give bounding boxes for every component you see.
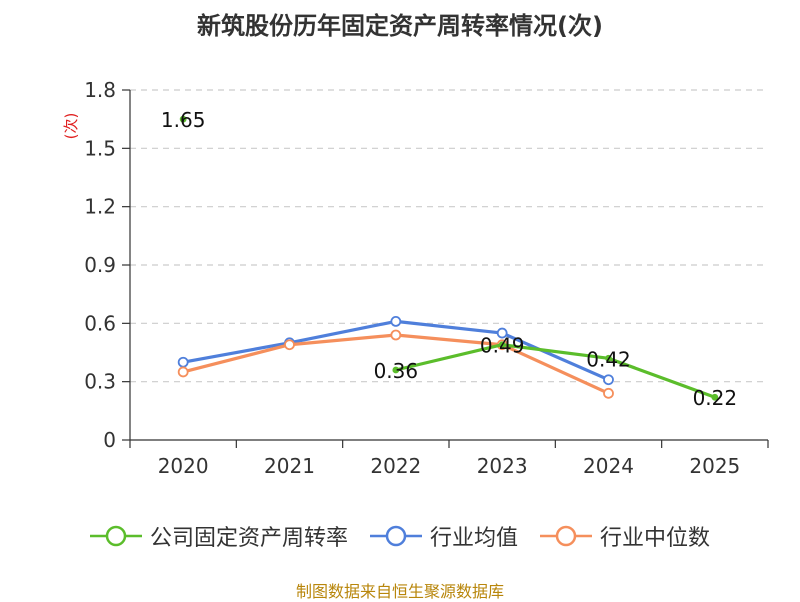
source-note: 制图数据来自恒生聚源数据库 [295,582,504,601]
data-label: 0.49 [480,334,525,358]
y-tick-label: 0.6 [84,311,116,335]
y-tick-label: 1.2 [84,195,116,219]
data-point [177,366,189,378]
data-point [603,387,614,399]
data-point [179,115,187,123]
x-tick-label: 2022 [370,454,421,478]
data-label: 0.36 [374,359,419,383]
data-point [390,315,402,327]
y-tick-label: 1.8 [84,78,116,102]
data-point [392,366,400,374]
legend-item[interactable]: 行业均值 [369,520,518,552]
data-label: 0.22 [693,386,738,410]
legend-marker-icon [369,525,422,547]
data-label: 1.65 [161,108,206,132]
chart-title: 新筑股份历年固定资产周转率情况(次) [197,12,603,40]
x-tick-label: 2025 [689,454,740,478]
y-tick-label: 0 [103,428,116,452]
y-tick-label: 0.9 [84,253,116,277]
x-tick-label: 2020 [158,454,209,478]
data-point [177,356,189,368]
legend-marker-icon [89,525,142,547]
legend-marker-icon [540,525,592,547]
data-point [711,393,719,401]
data-point [498,341,506,349]
series-0 [179,115,719,401]
legend-label: 公司固定资产周转率 [149,526,348,551]
data-point [605,354,612,362]
data-label: 0.42 [586,347,631,371]
data-point [603,374,614,386]
legend-item[interactable]: 公司固定资产周转率 [89,520,348,552]
y-tick-label: 0.3 [84,370,116,394]
legend: 公司固定资产周转率 行业均值 行业中位数 [0,520,800,552]
legend-label: 行业均值 [429,526,518,551]
legend-label: 行业中位数 [600,526,711,551]
data-point [496,327,508,339]
y-tick-label: 1.5 [84,136,116,160]
legend-item[interactable]: 行业中位数 [540,520,710,552]
data-point [390,329,402,341]
series-line [395,343,716,399]
data-point [284,339,295,351]
x-tick-label: 2021 [264,454,315,478]
x-tick-label: 2023 [477,454,528,478]
x-tick-label: 2024 [583,454,634,478]
y-axis-label: (次) [62,113,80,140]
